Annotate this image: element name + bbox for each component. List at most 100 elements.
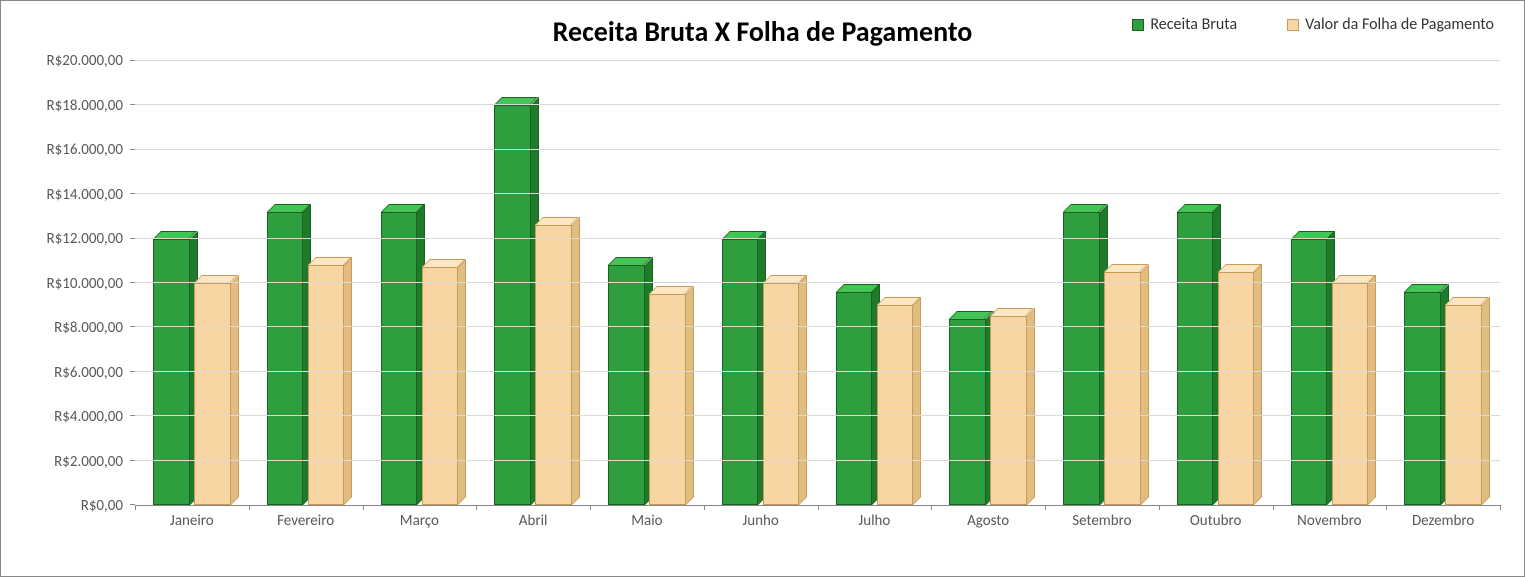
bar-group <box>135 61 249 505</box>
legend-swatch <box>1287 19 1299 31</box>
x-axis-label: Julho <box>818 512 932 530</box>
x-tick-mark <box>704 505 705 510</box>
bar-side <box>913 297 921 505</box>
x-tick-mark <box>1273 505 1274 510</box>
bar <box>535 225 571 505</box>
y-tick-mark <box>130 415 135 416</box>
bar-side <box>1368 275 1376 505</box>
x-axis-labels: JaneiroFevereiroMarçoAbrilMaioJunhoJulho… <box>135 512 1500 530</box>
bar <box>381 212 417 505</box>
legend-swatch <box>1132 19 1144 31</box>
bar-top <box>381 204 425 212</box>
bar-group <box>1386 61 1500 505</box>
header-row: Receita Bruta X Folha de Pagamento Recei… <box>1 11 1524 51</box>
bar-side <box>572 217 580 505</box>
bar-side <box>686 286 694 505</box>
bar <box>1404 292 1440 505</box>
x-tick-mark <box>476 505 477 510</box>
y-tick-mark <box>130 193 135 194</box>
chart-frame: Receita Bruta X Folha de Pagamento Recei… <box>0 0 1525 577</box>
bar <box>194 283 230 505</box>
y-tick-mark <box>130 149 135 150</box>
y-tick-label: R$2.000,00 <box>54 453 123 471</box>
bar <box>1218 272 1254 505</box>
y-tick-label: R$12.000,00 <box>47 230 124 248</box>
grid-line <box>135 282 1500 283</box>
y-tick-label: R$20.000,00 <box>47 52 124 70</box>
grid-line <box>135 326 1500 327</box>
y-tick-label: R$8.000,00 <box>54 319 123 337</box>
y-tick-mark <box>130 60 135 61</box>
x-tick-mark <box>363 505 364 510</box>
x-axis-label: Novembro <box>1273 512 1387 530</box>
bar-top <box>877 297 921 305</box>
bar-front <box>422 267 458 505</box>
x-axis-label: Outubro <box>1159 512 1273 530</box>
y-tick-label: R$18.000,00 <box>47 97 124 115</box>
x-tick-mark <box>1045 505 1046 510</box>
y-tick-mark <box>130 104 135 105</box>
legend-item: Receita Bruta <box>1132 15 1237 34</box>
y-tick-mark <box>130 282 135 283</box>
bar-side <box>799 275 807 505</box>
grid-line <box>135 460 1500 461</box>
legend: Receita BrutaValor da Folha de Pagamento <box>1132 15 1494 34</box>
bar-group <box>931 61 1045 505</box>
y-tick-mark <box>130 238 135 239</box>
x-axis-label: Janeiro <box>135 512 249 530</box>
plot-wrap: R$0,00R$2.000,00R$4.000,00R$6.000,00R$8.… <box>31 61 1504 526</box>
bar <box>308 265 344 505</box>
bar-group <box>818 61 932 505</box>
grid-line <box>135 415 1500 416</box>
bar-side <box>1254 264 1262 505</box>
bar <box>877 305 913 505</box>
bar <box>494 105 530 505</box>
x-tick-mark <box>1386 505 1387 510</box>
bar-front <box>381 212 417 505</box>
x-axis-label: Setembro <box>1045 512 1159 530</box>
bar-front <box>1332 283 1368 505</box>
bar-front <box>877 305 913 505</box>
x-axis-label: Março <box>363 512 477 530</box>
bar-group <box>1045 61 1159 505</box>
grid-line <box>135 60 1500 61</box>
bar <box>608 265 644 505</box>
bar-side <box>1141 264 1149 505</box>
x-tick-mark <box>590 505 591 510</box>
bar-front <box>1445 305 1481 505</box>
bar-front <box>1218 272 1254 505</box>
bar <box>836 292 872 505</box>
bar-front <box>194 283 230 505</box>
bar-group <box>476 61 590 505</box>
bar-side <box>458 259 466 505</box>
y-tick-label: R$14.000,00 <box>47 186 124 204</box>
bar <box>763 283 799 505</box>
bar-front <box>836 292 872 505</box>
bar-front <box>1404 292 1440 505</box>
bar <box>1445 305 1481 505</box>
x-axis-label: Agosto <box>931 512 1045 530</box>
bar <box>990 316 1026 505</box>
grid-line <box>135 104 1500 105</box>
bar-front <box>1177 212 1213 505</box>
y-tick-mark <box>130 326 135 327</box>
bar-front <box>267 212 303 505</box>
bar-side <box>1482 297 1490 505</box>
bar <box>267 212 303 505</box>
bar-front <box>990 316 1026 505</box>
bar-group <box>1273 61 1387 505</box>
bar-side <box>231 275 239 505</box>
bar-groups <box>135 61 1500 505</box>
x-tick-mark <box>1500 505 1501 510</box>
x-axis-label: Abril <box>476 512 590 530</box>
y-tick-label: R$4.000,00 <box>54 408 123 426</box>
grid-line <box>135 149 1500 150</box>
grid-line <box>135 238 1500 239</box>
bar-front <box>494 105 530 505</box>
bar <box>1063 212 1099 505</box>
y-tick-mark <box>130 371 135 372</box>
grid-line <box>135 371 1500 372</box>
grid-line <box>135 193 1500 194</box>
bar-group <box>1159 61 1273 505</box>
bar-group <box>363 61 477 505</box>
